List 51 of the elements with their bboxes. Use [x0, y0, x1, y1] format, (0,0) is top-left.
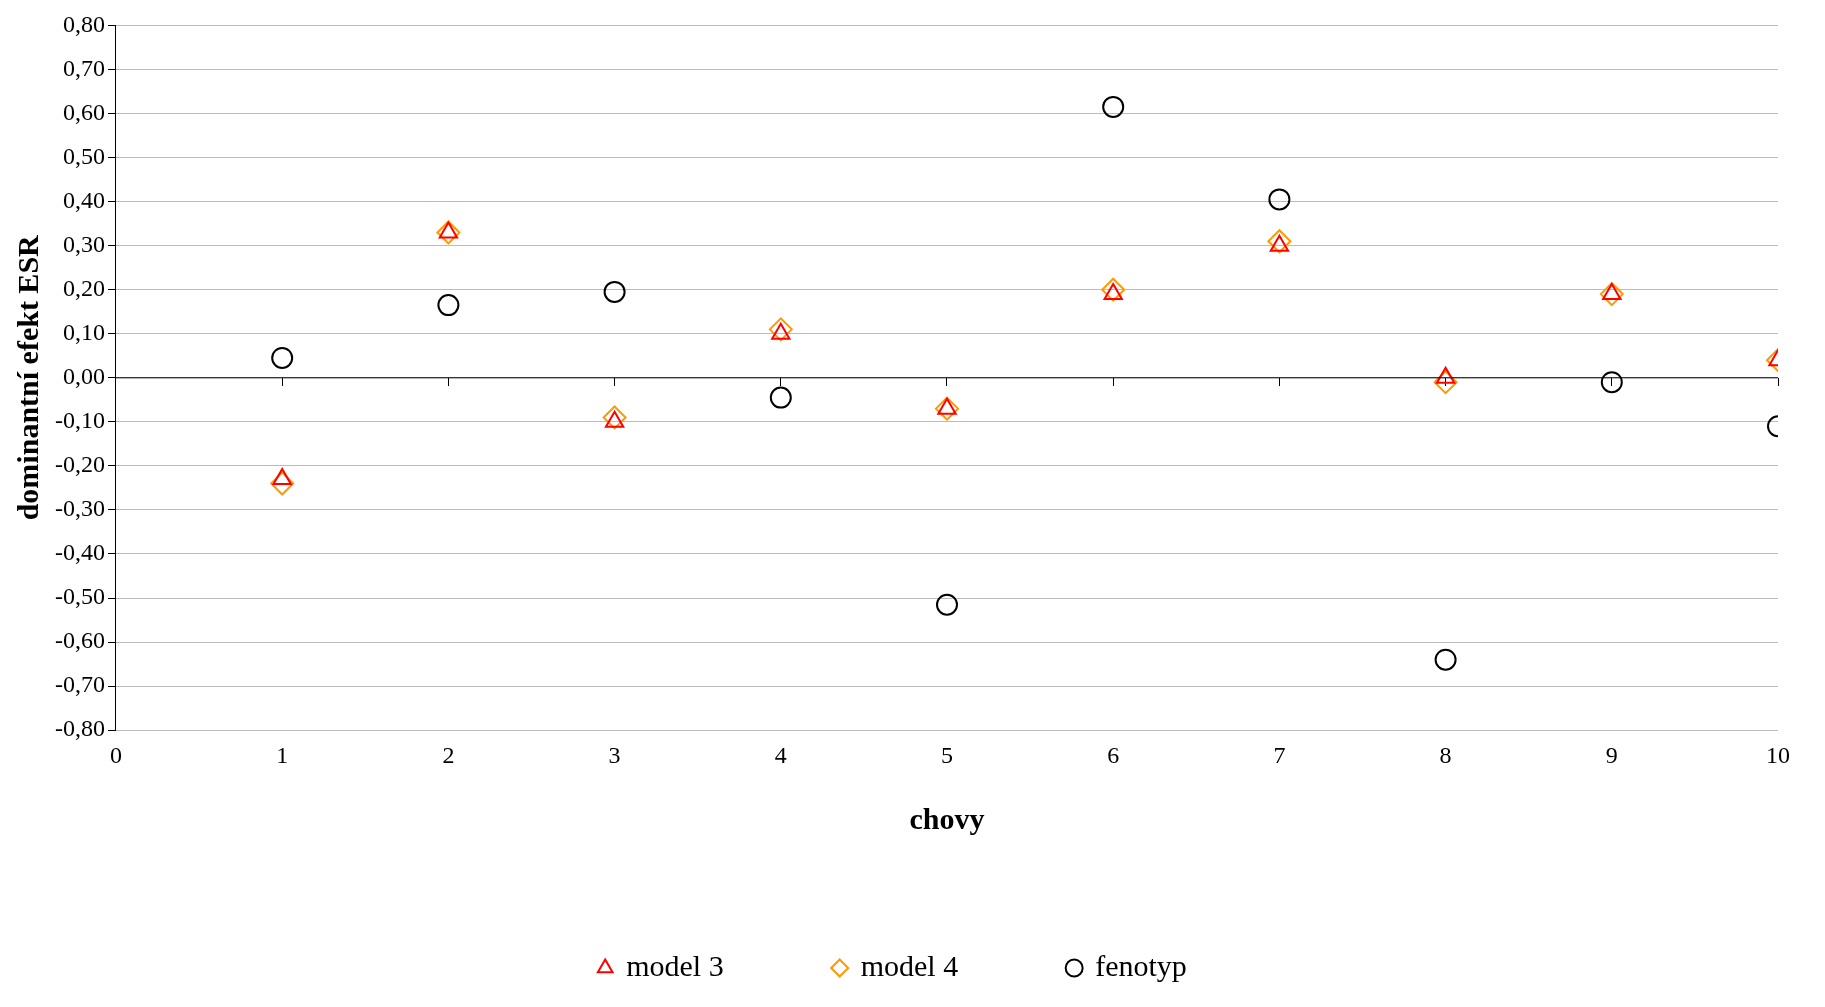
point	[1267, 229, 1292, 254]
legend-label: model 4	[860, 948, 959, 982]
y-tick-label: -0,20	[54, 451, 105, 478]
point	[271, 346, 294, 369]
point	[1433, 370, 1458, 395]
y-tick-label: 0,70	[62, 54, 105, 81]
y-axis-title: dominantní efekt ESR	[10, 234, 44, 521]
point	[1101, 277, 1126, 302]
point	[270, 471, 295, 496]
x-tick-label: 0	[109, 741, 122, 768]
point	[1599, 282, 1624, 307]
x-tick-label: 1	[276, 741, 289, 768]
point	[769, 386, 792, 409]
y-tick-label: 0,50	[62, 142, 105, 169]
y-tick-label: 0,30	[62, 230, 105, 257]
point	[1434, 648, 1457, 671]
y-tick-label: -0,40	[54, 539, 105, 566]
point	[935, 396, 959, 421]
y-tick-label: 0,60	[62, 98, 105, 125]
y-tick-label: -0,70	[54, 671, 105, 698]
point	[1102, 95, 1125, 118]
x-tick-label: 2	[442, 741, 455, 768]
y-tick-label: -0,60	[54, 627, 105, 654]
x-tick-label: 7	[1273, 741, 1286, 768]
x-tick-label: 10	[1766, 741, 1790, 768]
point	[1600, 371, 1623, 394]
legend-label: model 3	[626, 948, 724, 982]
x-tick-label: 9	[1605, 741, 1618, 768]
y-tick-label: 0,20	[62, 275, 105, 301]
y-tick-label: 0,80	[62, 10, 105, 37]
point	[1268, 188, 1291, 211]
y-tick-label: -0,30	[54, 495, 105, 522]
point	[936, 593, 958, 616]
y-tick-label: 0,40	[62, 186, 105, 213]
y-tick-label: -0,50	[54, 583, 105, 610]
point	[436, 220, 461, 245]
point	[437, 294, 460, 317]
y-tick-label: 0,10	[62, 319, 105, 346]
x-axis-title: chovy	[909, 801, 985, 835]
point	[768, 317, 793, 342]
x-tick-label: 4	[774, 741, 787, 768]
point	[602, 405, 627, 430]
x-tick-label: 3	[608, 741, 621, 768]
y-tick-label: 0,00	[62, 363, 105, 390]
legend-label: fenotyp	[1095, 948, 1187, 982]
y-tick-label: -0,80	[54, 715, 105, 742]
point	[603, 280, 626, 303]
x-tick-label: 8	[1439, 741, 1452, 768]
x-tick-label: 6	[1107, 741, 1120, 768]
y-tick-label: -0,10	[54, 407, 105, 434]
x-tick-label: 5	[941, 741, 953, 768]
